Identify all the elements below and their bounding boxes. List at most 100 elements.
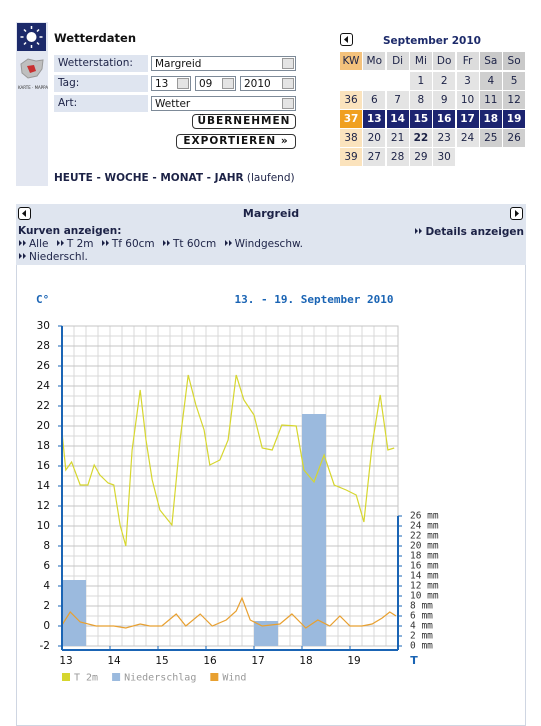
x-axis-label: T	[410, 654, 418, 667]
calendar-day[interactable]: 5	[503, 72, 526, 90]
select-value: 2010	[244, 78, 271, 90]
calendar-day[interactable]: 29	[409, 148, 432, 167]
x-tick-label: 14	[107, 655, 121, 667]
calendar-day[interactable]: 12	[503, 91, 526, 110]
period-link[interactable]: MONAT	[160, 172, 203, 184]
sun-icon	[20, 26, 43, 48]
calendar-day[interactable]: 18	[479, 110, 502, 129]
calendar-day[interactable]: 24	[456, 129, 479, 148]
calendar-day[interactable]: 17	[456, 110, 479, 129]
calendar-header: Sa	[479, 52, 502, 70]
select-value: Wetter	[155, 98, 191, 110]
calendar-day[interactable]: 27	[363, 148, 386, 167]
link-icon	[163, 240, 170, 246]
week-number: 37	[340, 110, 362, 129]
calendar-day[interactable]: 1	[409, 72, 432, 90]
calendar-day[interactable]: 15	[409, 110, 432, 129]
y-tick-label: 30	[37, 320, 50, 332]
calendar-day[interactable]: 16	[433, 110, 456, 129]
calendar-day[interactable]: 8	[409, 91, 432, 110]
year-select[interactable]: 2010	[240, 76, 296, 91]
day-select[interactable]: 13	[151, 76, 191, 91]
series-line	[61, 596, 397, 629]
curve-label: T 2m	[66, 238, 94, 250]
curve-link[interactable]: Niederschl.	[18, 251, 88, 263]
calendar-day[interactable]: 14	[386, 110, 409, 129]
y-tick-label: 10	[37, 520, 50, 532]
select-value: Margreid	[155, 58, 202, 70]
calendar-day[interactable]: 9	[433, 91, 456, 110]
calendar-day[interactable]: 30	[433, 148, 456, 167]
period-link[interactable]: JAHR	[214, 172, 244, 184]
curve-link[interactable]: Tf 60cm	[101, 238, 155, 250]
select-arrow	[282, 78, 294, 89]
chart-title: 13. - 19. September 2010	[235, 293, 394, 306]
calendar-day[interactable]: 26	[503, 129, 526, 148]
y-tick-label: 4	[43, 580, 50, 592]
calendar-day[interactable]: 20	[363, 129, 386, 148]
x-tick-label: 15	[155, 655, 168, 667]
station-next[interactable]	[510, 207, 523, 220]
curve-link[interactable]: Alle	[18, 238, 48, 250]
apply-button[interactable]: ÜBERNEHMEN	[192, 114, 296, 129]
series-line	[61, 374, 395, 547]
calendar-prev[interactable]	[340, 33, 353, 46]
field-label: Tag:	[54, 75, 148, 92]
curve-label: Windgeschw.	[234, 238, 303, 250]
page-title: Wetterdaten	[54, 31, 137, 45]
calendar-day[interactable]: 2	[433, 72, 456, 90]
calendar-day[interactable]: 19	[503, 110, 526, 129]
curve-label: Niederschl.	[29, 251, 88, 263]
legend-swatch	[210, 673, 219, 681]
curve-link[interactable]: Tt 60cm	[162, 238, 216, 250]
calendar-day[interactable]: 7	[386, 91, 409, 110]
calendar-day[interactable]: 10	[456, 91, 479, 110]
arrow-icon	[515, 210, 519, 217]
link-icon	[19, 240, 26, 246]
y2-tick-label: 4 mm	[410, 621, 433, 632]
station-prev[interactable]	[18, 207, 31, 220]
y2-tick-label: 2 mm	[410, 631, 433, 642]
y2-tick-label: 10 mm	[410, 591, 439, 602]
calendar-day[interactable]: 6	[363, 91, 386, 110]
period-links: HEUTE - WOCHE - MONAT - JAHR (laufend)	[54, 172, 295, 184]
calendar-day[interactable]: 25	[479, 129, 502, 148]
separator: -	[152, 172, 157, 184]
y2-tick-label: 6 mm	[410, 611, 433, 622]
month-select[interactable]: 09	[195, 76, 236, 91]
curve-label: Tt 60cm	[173, 238, 217, 250]
y-tick-label: 18	[37, 440, 50, 452]
period-link[interactable]: HEUTE	[54, 172, 93, 184]
calendar-day[interactable]: 22	[409, 129, 432, 148]
calendar-header: Mi	[409, 52, 432, 70]
calendar-day[interactable]: 11	[479, 91, 502, 110]
y-tick-label: 22	[37, 400, 50, 412]
x-tick-label: 19	[347, 655, 360, 667]
precip-bar	[302, 414, 326, 646]
logo[interactable]	[17, 23, 46, 51]
calendar-day[interactable]: 28	[386, 148, 409, 167]
export-button[interactable]: EXPORTIEREN »	[176, 134, 296, 149]
y2-tick-label: 20 mm	[410, 541, 439, 552]
link-icon	[415, 228, 423, 234]
calendar-day[interactable]: 3	[456, 72, 479, 90]
type-select[interactable]: Wetter	[151, 96, 296, 111]
map-icon[interactable]: KARTE · MAPPA	[18, 56, 48, 90]
x-tick-label: 18	[299, 655, 312, 667]
calendar-day[interactable]: 4	[479, 72, 502, 90]
y-tick-label: 28	[37, 340, 50, 352]
y-tick-label: -2	[40, 640, 50, 652]
calendar-day[interactable]: 13	[363, 110, 386, 129]
curve-link[interactable]: T 2m	[56, 238, 94, 250]
legend-label: Niederschlag	[124, 673, 196, 684]
calendar-day[interactable]: 21	[386, 129, 409, 148]
link-icon	[19, 253, 26, 259]
y-tick-label: 2	[43, 600, 50, 612]
period-link[interactable]: WOCHE	[104, 172, 149, 184]
calendar-day[interactable]: 23	[433, 129, 456, 148]
arrow-icon	[22, 210, 26, 217]
curve-link[interactable]: Windgeschw.	[224, 238, 303, 250]
arrow-icon	[344, 36, 348, 43]
station-select[interactable]: Margreid	[151, 56, 296, 71]
details-link[interactable]: Details anzeigen	[414, 226, 524, 238]
